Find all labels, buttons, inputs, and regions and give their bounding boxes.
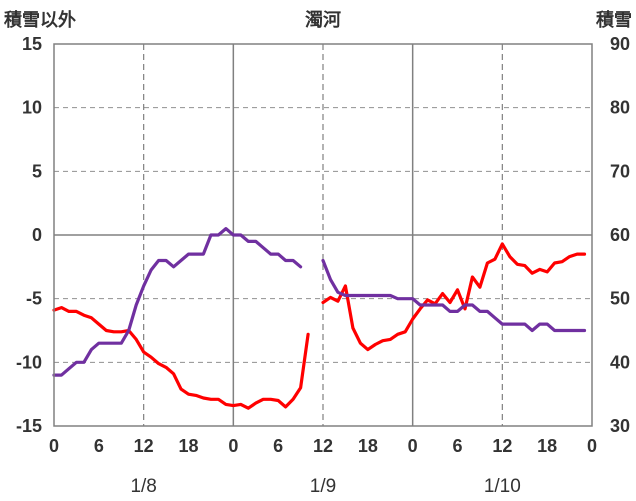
- x-tick-label: 12: [492, 436, 512, 456]
- left-tick-label: -15: [16, 416, 42, 436]
- left-axis-ticks: 15 10 5 0 -5 -10 -15: [16, 34, 42, 436]
- series-layer: [52, 227, 587, 410]
- chart-title: 濁河: [305, 10, 341, 30]
- right-tick-label: 50: [610, 289, 630, 309]
- left-axis-label: 積雪以外: [3, 9, 76, 30]
- x-tick-label: 0: [408, 436, 418, 456]
- day-label: 1/8: [130, 476, 156, 497]
- x-tick-label: 6: [94, 436, 104, 456]
- right-tick-label: 70: [610, 161, 630, 181]
- x-tick-label: 12: [134, 436, 154, 456]
- x-tick-label: 18: [537, 436, 557, 456]
- x-tick-label: 12: [313, 436, 333, 456]
- day-label: 1/10: [484, 476, 521, 497]
- x-tick-label: 18: [178, 436, 198, 456]
- left-tick-label: -5: [26, 289, 42, 309]
- right-tick-label: 60: [610, 225, 630, 245]
- day-labels: 1/8 1/9 1/10: [130, 476, 520, 497]
- x-tick-label: 0: [49, 436, 59, 456]
- left-tick-label: 0: [32, 225, 42, 245]
- right-tick-label: 80: [610, 98, 630, 118]
- plot-border: [53, 43, 593, 427]
- series-right-axis-segment-2: [321, 258, 587, 333]
- day-label: 1/9: [310, 476, 336, 497]
- x-tick-label: 0: [587, 436, 597, 456]
- left-tick-label: 15: [22, 34, 42, 54]
- right-tick-label: 90: [610, 34, 630, 54]
- right-tick-label: 30: [610, 416, 630, 436]
- left-tick-label: -10: [16, 352, 42, 372]
- right-tick-label: 40: [610, 352, 630, 372]
- x-tick-label: 0: [228, 436, 238, 456]
- left-tick-label: 10: [22, 98, 42, 118]
- right-axis-ticks: 90 80 70 60 50 40 30: [610, 34, 630, 436]
- x-axis-ticks: 0 6 12 18 0 6 12 18 0 6 12 18 0: [49, 436, 597, 456]
- series-left-axis-segment-1: [52, 306, 310, 410]
- x-tick-label: 18: [358, 436, 378, 456]
- series-right-axis-segment-1: [52, 227, 303, 377]
- x-tick-label: 6: [273, 436, 283, 456]
- left-tick-label: 5: [32, 161, 42, 181]
- x-tick-label: 6: [452, 436, 462, 456]
- series-left-axis-segment-2: [321, 242, 587, 352]
- right-axis-label: 積雪: [595, 9, 632, 30]
